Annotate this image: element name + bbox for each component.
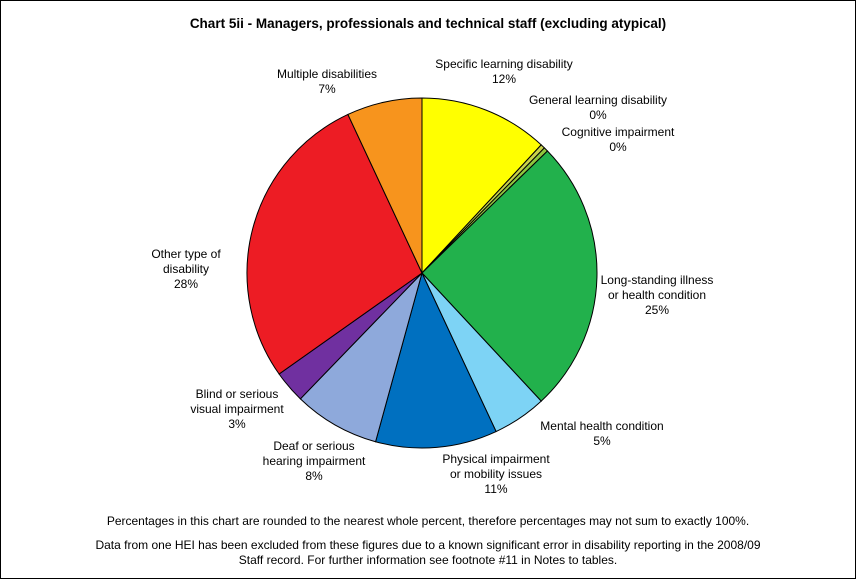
slice-label: General learning disability 0% <box>488 93 708 123</box>
slice-label: Multiple disabilities 7% <box>217 67 437 97</box>
slice-label-line: Multiple disabilities <box>276 67 378 81</box>
slice-label-line: 12% <box>491 72 517 86</box>
slice-label-line: Long-standing illness <box>600 273 714 287</box>
pie-slice <box>421 97 542 275</box>
slice-label-line: Other type of <box>151 247 221 261</box>
footnote-line: Data from one HEI has been excluded from… <box>95 538 761 552</box>
pie-slice <box>421 150 598 402</box>
slice-label-line: 0% <box>589 108 607 122</box>
slice-label-line: or mobility issues <box>449 467 543 481</box>
slice-label-line: Cognitive impairment <box>561 125 675 139</box>
slice-label-line: 5% <box>593 434 611 448</box>
footnote-line: Staff record. For further information se… <box>238 553 618 567</box>
slice-label-line: Blind or serious <box>195 387 279 401</box>
slice-label: Specific learning disability 12% <box>394 57 614 87</box>
slice-label-line: 8% <box>305 469 323 483</box>
slice-label-line: 7% <box>318 82 336 96</box>
slice-label-line: 0% <box>609 140 627 154</box>
slice-label-line: General learning disability <box>528 93 668 107</box>
slice-label-line: hearing impairment <box>262 454 366 468</box>
slice-label: Long-standing illness or health condition… <box>547 273 767 318</box>
slice-label-line: disability <box>162 262 210 276</box>
slice-label-line: Specific learning disability <box>435 57 573 71</box>
chart-title: Chart 5ii - Managers, professionals and … <box>189 16 667 31</box>
slice-label-line: 3% <box>228 417 246 431</box>
slice-label-line: 25% <box>644 303 670 317</box>
slice-label: Blind or serious visual impairment 3% <box>127 387 347 432</box>
slice-label-line: Mental health condition <box>540 419 664 433</box>
footnote-line: Percentages in this chart are rounded to… <box>106 514 750 528</box>
slice-label: Physical impairment or mobility issues 11% <box>386 452 606 497</box>
slice-label-line: visual impairment <box>190 402 284 416</box>
slice-label: Other type of disability 28% <box>76 247 296 292</box>
slice-label-line: or health condition <box>607 288 707 302</box>
slice-label: Mental health condition 5% <box>492 419 712 449</box>
slice-label-line: Deaf or serious <box>273 439 355 453</box>
slice-label-line: 28% <box>173 277 199 291</box>
slice-label-line: Physical impairment <box>442 452 550 466</box>
slice-label: Cognitive impairment 0% <box>508 125 728 155</box>
pie-slice <box>374 271 497 449</box>
pie-slice <box>246 113 423 375</box>
footnote-excluded-hei: Data from one HEI has been excluded from… <box>1 538 855 568</box>
pie-slice <box>347 97 423 274</box>
footnote-rounding: Percentages in this chart are rounded to… <box>1 514 855 529</box>
slice-label: Deaf or serious hearing impairment 8% <box>204 439 424 484</box>
slice-label-line: 11% <box>484 482 508 496</box>
